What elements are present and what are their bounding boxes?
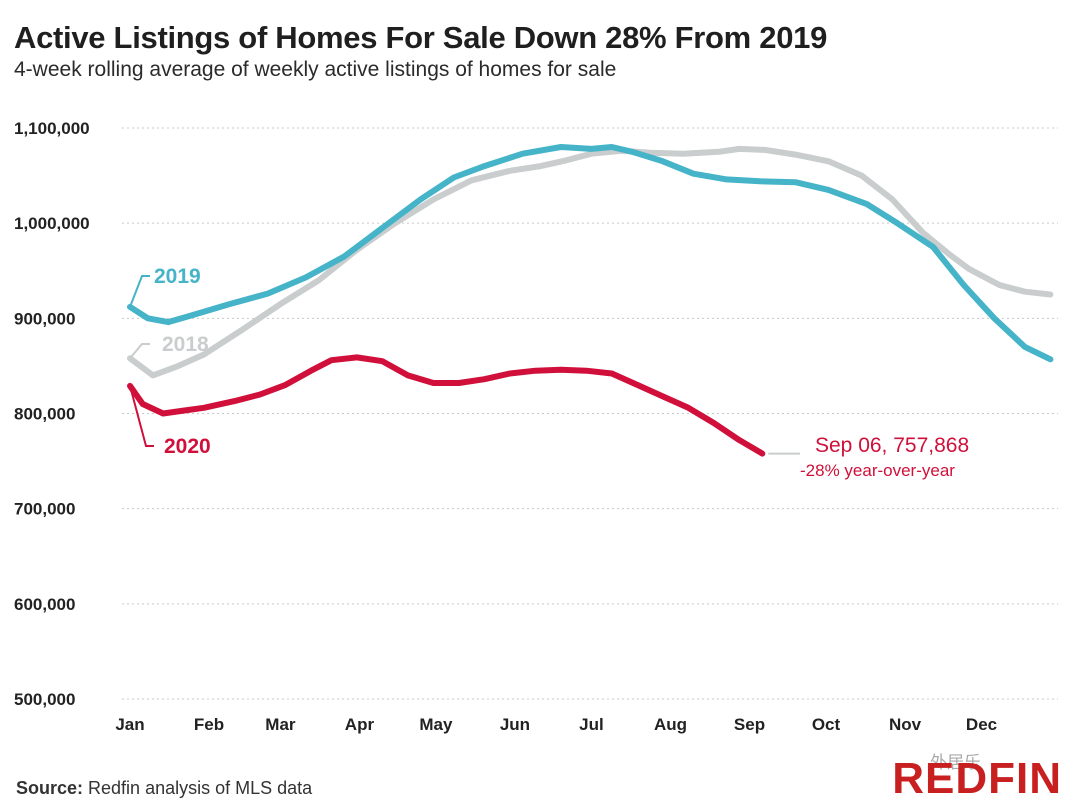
x-tick-label: Mar (265, 715, 296, 734)
y-tick-label: 600,000 (14, 595, 75, 614)
x-tick-label: Jan (115, 715, 144, 734)
x-axis-ticks: Jan Feb Mar Apr May Jun Jul Aug Sep Oct Nov Dec (115, 715, 997, 734)
y-tick-label: 1,000,000 (14, 214, 90, 233)
series-label-2018: 2018 (162, 333, 209, 356)
gridlines (122, 127, 1058, 700)
series-label-2020: 2020 (164, 435, 211, 458)
y-tick-label: 800,000 (14, 405, 75, 424)
x-tick-label: Oct (812, 715, 841, 734)
x-tick-label: Nov (889, 715, 922, 734)
series-line-2018 (127, 145, 1054, 379)
redfin-logo: REDFIN (892, 754, 1062, 803)
annotation-sub: -28% year-over-year (800, 461, 955, 480)
y-tick-label: 900,000 (14, 309, 75, 328)
series-label-2019: 2019 (154, 265, 201, 288)
x-tick-label: Feb (194, 715, 224, 734)
source-label: Source: (16, 778, 84, 798)
x-tick-label: Jul (579, 715, 604, 734)
annotation-main: Sep 06, 757,868 (815, 434, 969, 457)
source-text: Redfin analysis of MLS data (83, 778, 313, 798)
series-line-2019 (127, 144, 1054, 363)
y-axis-ticks: 1,100,000 1,000,000 900,000 800,000 700,000 6… (14, 119, 90, 709)
x-tick-label: Dec (966, 715, 997, 734)
series-labels: 2019 2018 2020 Sep 06, 757,868 -28% year-ove… (129, 265, 969, 480)
watermark-text: 外居乐 (930, 753, 981, 772)
x-tick-label: Apr (345, 715, 375, 734)
leader-2020 (129, 385, 154, 447)
chart-title: Active Listings of Homes For Sale Down 2… (14, 20, 828, 55)
y-tick-label: 700,000 (14, 500, 75, 519)
x-tick-label: Jun (500, 715, 530, 734)
leader-2018 (129, 343, 150, 359)
y-tick-label: 1,100,000 (14, 119, 90, 138)
x-tick-label: May (419, 715, 453, 734)
leader-2019 (129, 275, 150, 308)
series-line-2020 (127, 354, 766, 457)
series-lines (127, 144, 1054, 457)
y-tick-label: 500,000 (14, 690, 75, 709)
x-tick-label: Sep (734, 715, 765, 734)
x-tick-label: Aug (654, 715, 687, 734)
chart-subtitle: 4-week rolling average of weekly active … (14, 58, 617, 81)
source-note: Source: Redfin analysis of MLS data (16, 778, 312, 799)
